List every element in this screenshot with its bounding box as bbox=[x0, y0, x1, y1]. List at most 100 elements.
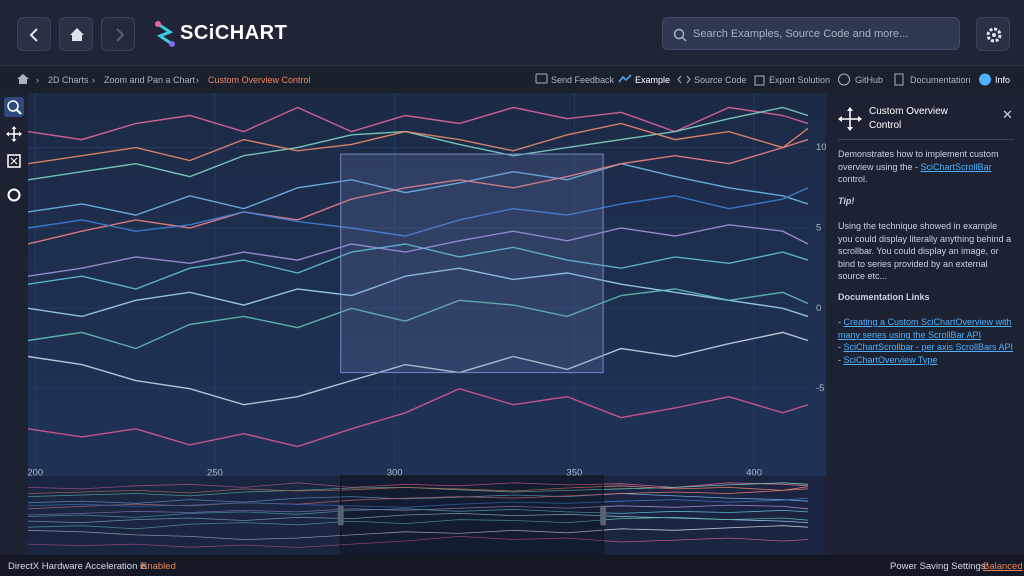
overview-series bbox=[28, 493, 809, 504]
link[interactable]: SciChartScrollbar - per axis ScrollBars … bbox=[843, 342, 1014, 352]
logo-icon bbox=[155, 21, 175, 47]
toolbar-item[interactable]: Source Code bbox=[694, 75, 747, 85]
header: SCiCHART Search Examples, Source Code an… bbox=[0, 0, 1024, 66]
settings-button[interactable] bbox=[976, 17, 1010, 51]
overview-rect bbox=[340, 153, 604, 374]
logo: SCiCHART bbox=[180, 22, 288, 44]
overview-series bbox=[28, 516, 809, 530]
breadcrumb[interactable]: 2D Charts bbox=[48, 75, 89, 85]
text: Demonstrates how to implement custom ove… bbox=[838, 149, 999, 172]
line-series bbox=[28, 267, 809, 318]
forward-button[interactable] bbox=[101, 17, 135, 51]
links: - Creating a Custom SciChartOverview wit… bbox=[838, 316, 1018, 366]
line-series bbox=[28, 288, 809, 350]
back-button[interactable] bbox=[17, 17, 51, 51]
links-heading: Documentation Links bbox=[838, 292, 930, 302]
line-series bbox=[28, 387, 809, 448]
toolbar-item[interactable]: Documentation bbox=[910, 75, 971, 85]
overview-series bbox=[28, 508, 809, 518]
icon bbox=[116, 28, 125, 42]
toolbar-item[interactable]: GitHub bbox=[855, 75, 884, 85]
line-series bbox=[28, 187, 809, 237]
link-row: - SciChartOverview Type bbox=[838, 354, 1018, 367]
home-button[interactable] bbox=[59, 17, 93, 51]
home-icon[interactable] bbox=[16, 73, 30, 85]
search-icon bbox=[673, 28, 687, 42]
line-series bbox=[28, 106, 809, 141]
status-text: DirectX Hardware Acceleration is bbox=[8, 561, 147, 572]
tip-heading: Tip! bbox=[838, 196, 855, 206]
y-tick-label: 0 bbox=[816, 303, 821, 314]
icon bbox=[6, 126, 22, 142]
prefix: - bbox=[838, 342, 844, 352]
line-series bbox=[28, 162, 809, 216]
status-bar: DirectX Hardware Acceleration is Enabled… bbox=[0, 555, 1024, 576]
search-placeholder: Search Examples, Source Code and more... bbox=[693, 28, 909, 40]
search-box[interactable]: Search Examples, Source Code and more... bbox=[662, 17, 960, 50]
link-row: - SciChartScrollbar - per axis ScrollBar… bbox=[838, 341, 1018, 354]
zoom-extents-tool[interactable] bbox=[4, 151, 24, 171]
reset-tool[interactable] bbox=[4, 185, 24, 205]
overview-series bbox=[28, 535, 809, 548]
line-series bbox=[28, 243, 809, 290]
icon bbox=[7, 188, 21, 202]
toolbar-item[interactable]: Send Feedback bbox=[551, 75, 615, 85]
overview-shade bbox=[28, 476, 341, 555]
line-series bbox=[28, 138, 809, 245]
prefix: - bbox=[838, 354, 844, 365]
link-row: - Creating a Custom SciChartOverview wit… bbox=[838, 316, 1018, 341]
breadcrumb[interactable]: Zoom and Pan a Chart bbox=[104, 75, 196, 85]
overview-grip bbox=[600, 505, 607, 526]
y-tick-label: 5 bbox=[816, 222, 821, 233]
overview-series bbox=[28, 485, 809, 494]
breadcrumb-bar: › 2D Charts › Zoom and Pan a Chart › Custom… bbox=[0, 66, 1024, 93]
panel-title: Custom Overview Control bbox=[869, 106, 948, 131]
x-tick-label: 200 bbox=[28, 468, 43, 479]
overview-series bbox=[28, 488, 809, 510]
link[interactable]: Creating a Custom SciChartOverview with … bbox=[838, 317, 1012, 340]
divider bbox=[838, 139, 1014, 140]
line-series bbox=[28, 122, 809, 165]
prefix: - bbox=[838, 317, 844, 327]
overview-series bbox=[28, 497, 809, 508]
chart: 10 5 0 -5 200 250 300 350 400 bbox=[28, 93, 826, 555]
breadcrumb-current: Custom Overview Control bbox=[208, 75, 311, 85]
chart-toolbar bbox=[0, 93, 28, 555]
x-tick-label: 400 bbox=[746, 468, 762, 479]
overview-series bbox=[28, 482, 809, 497]
status-link[interactable]: Balanced bbox=[983, 561, 1023, 572]
y-tick-label: -5 bbox=[816, 383, 824, 394]
overview-series bbox=[28, 482, 809, 490]
toolbar-item[interactable]: Info bbox=[995, 75, 1011, 85]
status-text: Power Saving Settings: bbox=[890, 561, 989, 572]
icon bbox=[986, 27, 1002, 43]
x-tick-label: 350 bbox=[566, 468, 582, 479]
link[interactable]: SciChartOverview Type bbox=[843, 354, 938, 365]
tip-text: Using the technique showed in example yo… bbox=[838, 221, 1012, 281]
info-panel: Custom Overview Control ✕ Demonstrates h… bbox=[826, 93, 1024, 555]
link[interactable]: SciChartScrollBar bbox=[920, 161, 992, 172]
overview-selection bbox=[340, 475, 604, 555]
overview-grip bbox=[337, 505, 344, 526]
text: control. bbox=[838, 174, 868, 184]
toolbar-icons bbox=[535, 73, 991, 86]
icon bbox=[29, 28, 38, 42]
toolbar-item[interactable]: Example bbox=[635, 75, 671, 85]
zoom-tool[interactable] bbox=[4, 97, 24, 117]
icon bbox=[7, 100, 22, 115]
line-series bbox=[28, 106, 809, 181]
icon bbox=[7, 154, 21, 168]
overview-series bbox=[28, 525, 809, 540]
x-tick-label: 300 bbox=[387, 468, 403, 479]
pan-tool[interactable] bbox=[4, 124, 24, 144]
x-tick-label: 250 bbox=[207, 468, 223, 479]
icon bbox=[70, 28, 84, 41]
line-series bbox=[28, 224, 809, 277]
panel-icon bbox=[838, 107, 862, 131]
close-button[interactable]: ✕ bbox=[1002, 107, 1013, 122]
status-value: Enabled bbox=[141, 561, 176, 572]
overview-series bbox=[28, 504, 809, 516]
toolbar-item[interactable]: Export Solution bbox=[769, 75, 831, 85]
line-series bbox=[28, 331, 809, 406]
